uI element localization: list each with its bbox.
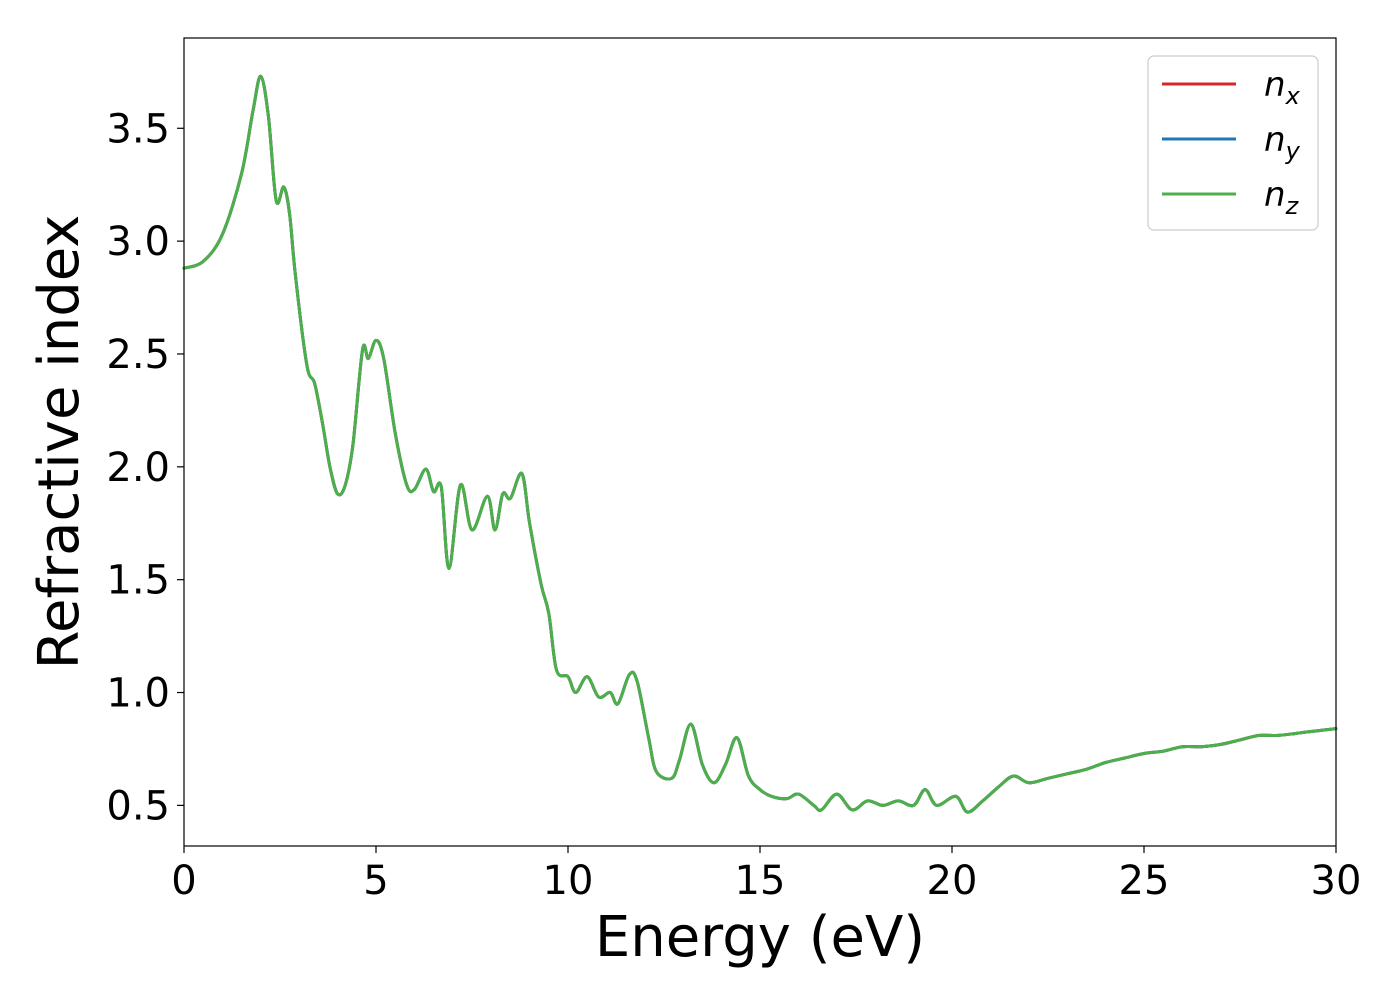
series-layer bbox=[182, 74, 1338, 814]
x-axis-label: Energy (eV) bbox=[595, 905, 925, 970]
legend-label-ny: ny bbox=[1264, 120, 1301, 165]
legend-entries: nx ny nz bbox=[1162, 65, 1301, 220]
legend-label-nx: nx bbox=[1264, 65, 1301, 110]
y-tick-label: 3.5 bbox=[106, 106, 170, 152]
y-tick-label: 1.5 bbox=[106, 558, 170, 604]
x-tick-label: 10 bbox=[543, 858, 594, 904]
y-tick-label: 3.0 bbox=[106, 219, 170, 265]
y-tick-label: 2.5 bbox=[106, 332, 170, 378]
x-tick-label: 25 bbox=[1119, 858, 1170, 904]
x-tick-label: 5 bbox=[363, 858, 388, 904]
legend-label-nz: nz bbox=[1264, 175, 1300, 220]
legend: nx ny nz bbox=[1147, 55, 1319, 231]
series-line-nz bbox=[182, 74, 1338, 814]
x-tick-label: 30 bbox=[1311, 858, 1362, 904]
y-tick-label: 2.0 bbox=[106, 445, 170, 491]
x-tick-label: 0 bbox=[171, 858, 196, 904]
x-axis-ticks: 0 5 10 15 20 25 30 bbox=[171, 846, 1361, 904]
y-tick-label: 1.0 bbox=[106, 671, 170, 717]
x-tick-label: 15 bbox=[735, 858, 786, 904]
y-tick-label: 0.5 bbox=[106, 783, 170, 829]
x-tick-label: 20 bbox=[927, 858, 978, 904]
y-axis-ticks: 0.5 1.0 1.5 2.0 2.5 3.0 3.5 bbox=[106, 106, 184, 829]
y-axis-label: Refractive index bbox=[27, 215, 92, 670]
legend-box bbox=[1147, 55, 1319, 231]
